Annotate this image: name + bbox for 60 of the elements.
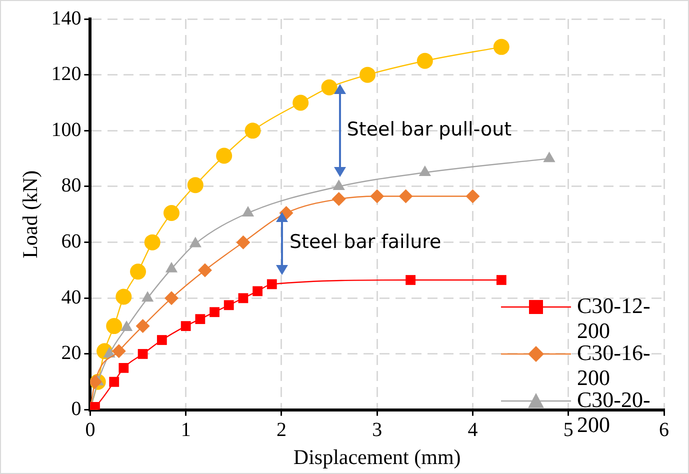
point xyxy=(198,263,212,278)
legend-label: C30-20-200 xyxy=(577,387,652,437)
point xyxy=(116,288,132,305)
point xyxy=(112,344,126,358)
point xyxy=(242,206,254,217)
point xyxy=(164,291,178,306)
y-tick-label: 60 xyxy=(61,230,82,253)
point xyxy=(195,314,206,324)
point xyxy=(210,307,220,318)
point xyxy=(543,152,556,162)
x-tick-label: 0 xyxy=(85,419,96,442)
point xyxy=(493,38,510,55)
point xyxy=(156,335,167,345)
point xyxy=(370,189,384,204)
legend-label: C30-12-200 xyxy=(577,293,652,343)
point xyxy=(332,192,346,206)
y-tick-label: 0 xyxy=(71,398,82,420)
x-tick-label: 5 xyxy=(563,419,574,442)
point xyxy=(187,177,204,194)
point xyxy=(466,189,480,204)
y-axis-title: Load (kN) xyxy=(18,170,42,258)
point xyxy=(244,122,261,139)
point xyxy=(144,234,160,250)
point xyxy=(138,349,148,359)
annotation: Steel bar pull-out xyxy=(346,118,512,140)
point xyxy=(224,300,234,310)
point xyxy=(252,286,263,296)
x-tick-label: 2 xyxy=(276,419,286,442)
y-tick-label: 120 xyxy=(51,63,82,86)
y-tick-label: 20 xyxy=(61,342,82,364)
point xyxy=(216,148,232,164)
point xyxy=(418,166,431,176)
point xyxy=(292,94,309,111)
point xyxy=(238,293,248,304)
point xyxy=(236,235,250,250)
point xyxy=(416,52,433,69)
x-tick-label: 4 xyxy=(468,419,478,442)
point xyxy=(106,318,122,334)
point xyxy=(118,362,129,373)
point xyxy=(406,275,416,285)
annotation: Steel bar failure xyxy=(289,231,442,254)
point xyxy=(360,66,376,83)
x-axis-title: Displacement (mm) xyxy=(293,444,461,469)
point xyxy=(266,279,277,290)
point xyxy=(496,275,506,285)
y-tick-label: 80 xyxy=(61,174,82,197)
point xyxy=(136,319,150,334)
legend-label: C30-16-200 xyxy=(577,340,650,390)
x-tick-label: 1 xyxy=(180,419,191,442)
point xyxy=(163,205,180,222)
y-tick-label: 140 xyxy=(51,7,82,30)
point xyxy=(321,79,338,96)
point xyxy=(180,321,191,332)
x-tick-label: 6 xyxy=(659,419,669,442)
point xyxy=(398,189,413,204)
x-tick-label: 3 xyxy=(372,419,382,442)
point xyxy=(109,376,120,387)
y-tick-label: 100 xyxy=(51,118,82,141)
point xyxy=(130,264,146,280)
y-tick-label: 40 xyxy=(61,286,82,308)
